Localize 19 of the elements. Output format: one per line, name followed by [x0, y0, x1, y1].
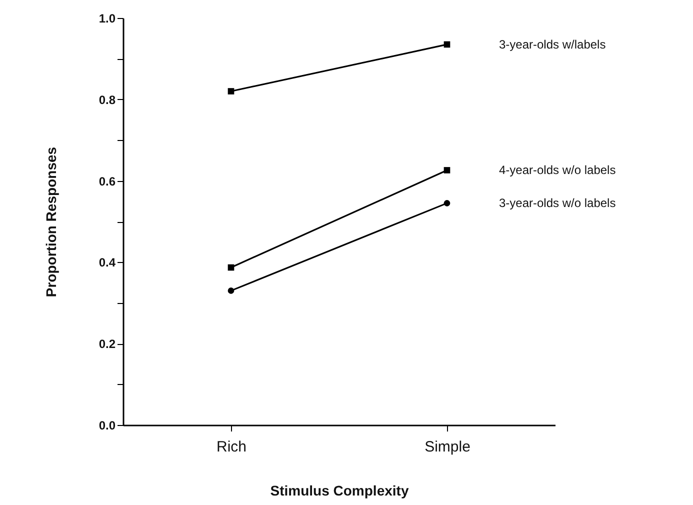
y-tick-label: 1.0: [98, 12, 116, 26]
x-axis-title: Stimulus Complexity: [270, 482, 409, 498]
text: 4-year-olds w/o labels: [499, 163, 616, 178]
point: [444, 200, 450, 206]
y-tick-label: 0.2: [98, 337, 116, 352]
x-tick-label: Rich: [216, 438, 247, 456]
x-tick-label: Simple: [424, 438, 470, 456]
y-tick-label: 0.6: [98, 174, 116, 188]
y-tick-label: 0.4: [98, 256, 116, 270]
point: [228, 88, 234, 94]
y-tick-label: 0.0: [98, 418, 116, 432]
point: [228, 288, 234, 294]
point: [228, 264, 234, 271]
point: [444, 41, 450, 48]
text: 3-year-olds w/o labels: [499, 196, 616, 210]
y-axis-title: Proportion Responses: [42, 146, 59, 298]
point: [444, 167, 450, 174]
text: 3-year-olds w/labels: [499, 37, 606, 52]
y-tick-label: 0.8: [98, 92, 116, 107]
